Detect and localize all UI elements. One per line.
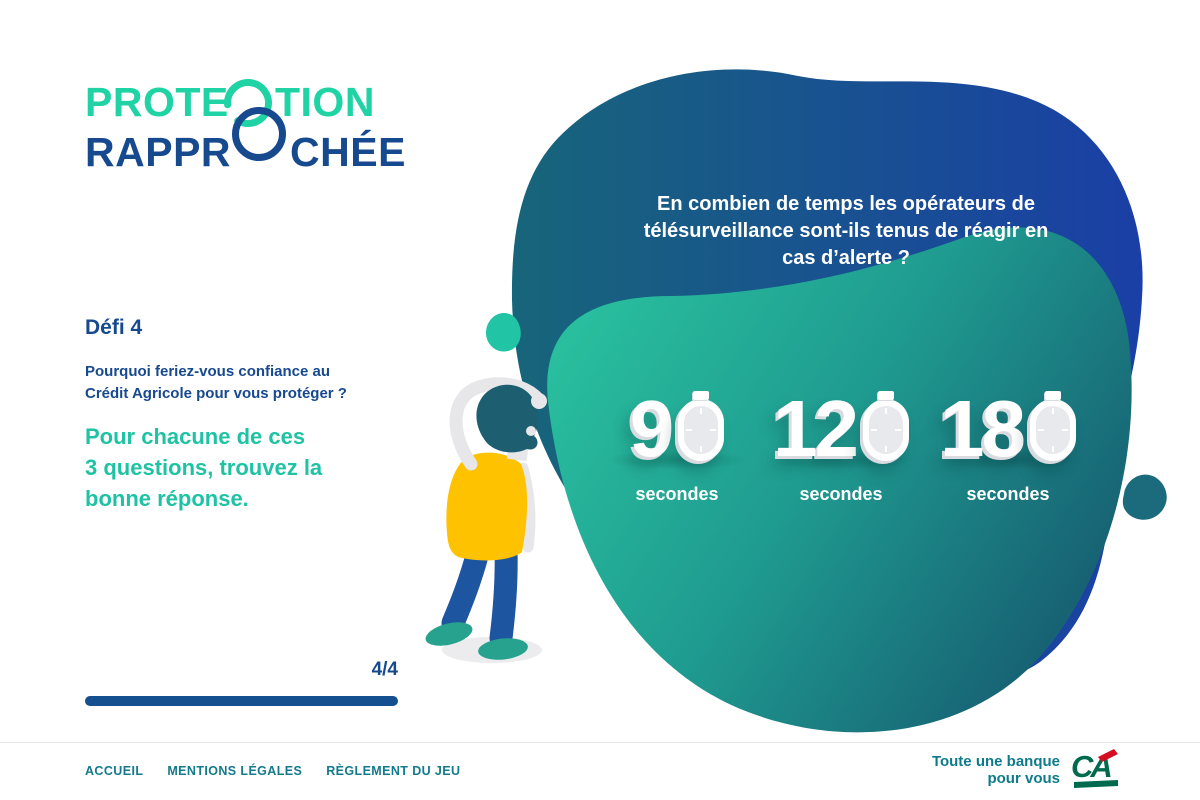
brand-footer: Toute une banque pour vous CA xyxy=(920,748,1120,792)
footer-link-reglement-du-jeu[interactable]: RÈGLEMENT DU JEU xyxy=(326,764,461,778)
blob-dot-teal xyxy=(486,313,521,352)
answer-option-120[interactable]: 12 secondes xyxy=(760,384,922,505)
answer-unit: secondes xyxy=(799,484,883,504)
brand-slogan: Toute une banque pour vous xyxy=(931,753,1060,787)
answer-digits: 12 xyxy=(773,384,859,473)
instruction-line: bonne réponse. xyxy=(85,486,249,511)
answer-drop-shadow xyxy=(604,450,750,470)
ca-logo-underline xyxy=(1074,780,1118,788)
logo-line1-post: TION xyxy=(275,79,375,125)
answer-figure: 18 xyxy=(927,384,1089,473)
logo-line1-pre: PROTE xyxy=(85,79,229,125)
ca-logo: CA xyxy=(1071,749,1118,788)
stopwatch-icon xyxy=(678,399,725,461)
footer-nav: ACCUEIL MENTIONS LÉGALES RÈGLEMENT DU JE… xyxy=(85,764,460,778)
footer-divider xyxy=(0,742,1200,743)
logo-o-ring-icon xyxy=(232,107,286,161)
answer-figure: 12 xyxy=(760,384,922,473)
challenge-instruction: Pour chacune de ces 3 questions, trouvez… xyxy=(85,421,322,514)
answer-digits: 9 xyxy=(629,384,674,473)
answer-option-180[interactable]: 18 secondes xyxy=(927,384,1089,505)
progress-bar-fill xyxy=(85,696,398,706)
footer-link-mentions-legales[interactable]: MENTIONS LÉGALES xyxy=(167,764,303,778)
blob-small-right xyxy=(1122,474,1167,520)
blob-teal xyxy=(547,227,1132,733)
footer-link-accueil[interactable]: ACCUEIL xyxy=(85,764,144,778)
logo-line2-post: CHÉE xyxy=(290,129,406,175)
logo-line2-pre: RAPPR xyxy=(85,129,231,175)
app-logo: PROTE TION RAPPR CHÉE xyxy=(85,79,406,175)
ca-logo-red-stroke xyxy=(1098,749,1118,762)
answer-unit: secondes xyxy=(966,484,1050,504)
challenge-subtitle: Pourquoi feriez-vous confiance au Crédit… xyxy=(85,363,347,402)
stopwatch-icon xyxy=(1029,399,1076,461)
quiz-question: En combien de temps les opérateurs de té… xyxy=(643,193,1049,269)
instruction-line: Pour chacune de ces xyxy=(85,424,306,449)
answer-unit: secondes xyxy=(635,484,719,504)
instruction-line: 3 questions, trouvez la xyxy=(85,455,323,480)
stopwatch-icon xyxy=(862,399,909,461)
challenge-title: Défi 4 xyxy=(85,316,143,339)
answer-figure: 9 xyxy=(596,384,758,473)
logo-c-ring-icon xyxy=(224,79,272,127)
answer-digits: 18 xyxy=(940,384,1026,473)
progress-count: 4/4 xyxy=(371,659,398,680)
progress-bar-track xyxy=(85,696,398,706)
answer-option-90[interactable]: 9 secondes xyxy=(596,384,758,505)
person-illustration xyxy=(425,377,547,663)
